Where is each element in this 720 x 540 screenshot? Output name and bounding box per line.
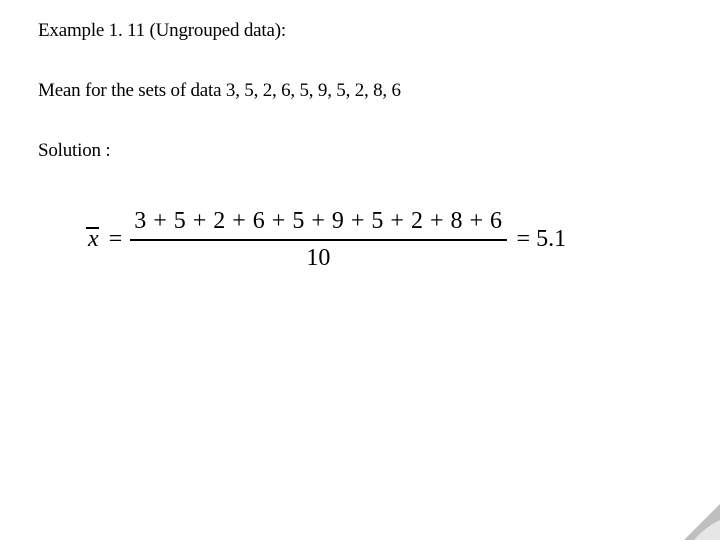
x-letter: x (88, 226, 99, 252)
equals-sign: = (101, 226, 131, 253)
problem-statement: Mean for the sets of data 3, 5, 2, 6, 5,… (38, 80, 682, 102)
numerator: 3 + 5 + 2 + 6 + 5 + 9 + 5 + 2 + 8 + 6 (130, 206, 506, 239)
overbar (86, 227, 99, 229)
page-curl-icon (684, 504, 720, 540)
mean-equation: x = 3 + 5 + 2 + 6 + 5 + 9 + 5 + 2 + 8 + … (86, 206, 682, 274)
equation-block: x = 3 + 5 + 2 + 6 + 5 + 9 + 5 + 2 + 8 + … (38, 200, 682, 274)
denominator: 10 (306, 241, 330, 274)
slide-content: Example 1. 11 (Ungrouped data): Mean for… (0, 0, 720, 274)
example-heading: Example 1. 11 (Ungrouped data): (38, 20, 682, 42)
fraction: 3 + 5 + 2 + 6 + 5 + 9 + 5 + 2 + 8 + 6 10 (130, 206, 506, 274)
x-bar-symbol: x (86, 226, 101, 253)
solution-label: Solution : (38, 140, 682, 162)
result: = 5.1 (507, 226, 567, 253)
